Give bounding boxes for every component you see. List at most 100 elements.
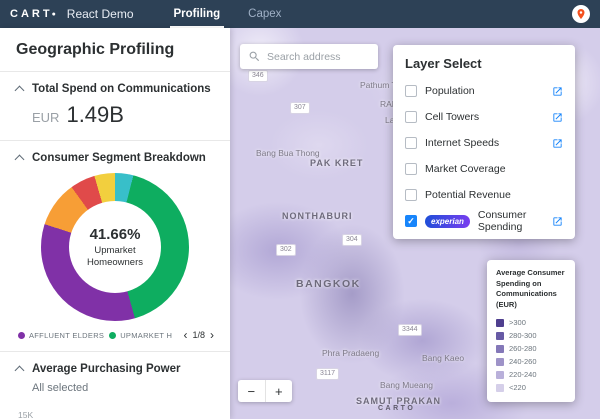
legend-item-upmarket[interactable]: UPMARKET H xyxy=(109,331,172,340)
open-in-new-icon[interactable] xyxy=(552,112,563,123)
legend-swatch xyxy=(496,383,504,392)
legend-dot xyxy=(109,331,117,339)
legend-range-label: 220-240 xyxy=(509,370,537,379)
legend-row: >300 xyxy=(496,316,566,329)
checkbox-consumer-spending[interactable]: ✓ xyxy=(405,215,417,227)
collapse-icon xyxy=(14,365,25,376)
layer-label: Internet Speeds xyxy=(425,137,500,149)
filter-status-text: All selected xyxy=(32,382,89,394)
address-search-box[interactable] xyxy=(240,44,378,69)
checkbox-population[interactable] xyxy=(405,85,417,97)
layer-label: Cell Towers xyxy=(425,111,480,123)
checkbox-cell-towers[interactable] xyxy=(405,111,417,123)
tab-capex[interactable]: Capex xyxy=(248,8,282,20)
search-input[interactable] xyxy=(267,50,370,63)
open-in-new-icon[interactable] xyxy=(552,138,563,149)
left-sidebar: Geographic Profiling Total Spend on Comm… xyxy=(0,28,230,419)
page-title: Geographic Profiling xyxy=(0,28,230,72)
legend-row: 260-280 xyxy=(496,342,566,355)
legend-label: UPMARKET H xyxy=(120,330,173,340)
map-attribution: CARTO xyxy=(378,405,416,412)
section-header-total-spend[interactable]: Total Spend on Communications xyxy=(14,81,214,100)
experian-logo: experian xyxy=(425,214,470,228)
map-label: Bang Bua Thong xyxy=(256,148,320,158)
road-badge: 3344 xyxy=(398,324,422,336)
map-legend-panel: Average Consumer Spending on Communicati… xyxy=(487,260,575,402)
map-legend-title: Average Consumer Spending on Communicati… xyxy=(496,268,565,309)
map-label: PAK KRET xyxy=(310,158,364,168)
layer-row-market-coverage[interactable]: Market Coverage xyxy=(405,156,563,182)
layer-row-cell-towers[interactable]: Cell Towers xyxy=(405,104,563,130)
map-pin-icon xyxy=(577,9,585,19)
legend-swatch xyxy=(496,318,504,327)
layer-label: Population xyxy=(425,85,475,97)
section-title: Total Spend on Communications xyxy=(32,83,211,95)
layer-row-consumer-spending[interactable]: ✓ experian Consumer Spending xyxy=(405,208,563,234)
map-canvas[interactable]: Pathum Thani RAN Lak H Bang Bua Thong PA… xyxy=(230,28,600,419)
legend-row: <220 xyxy=(496,381,566,394)
carto-logo: CART ● xyxy=(10,8,59,20)
legend-label: AFFLUENT ELDERS xyxy=(29,330,105,340)
section-segment-breakdown: Consumer Segment Breakdown 41.66% Upmark… xyxy=(0,141,230,352)
section-header-segment-breakdown[interactable]: Consumer Segment Breakdown xyxy=(14,150,214,169)
donut-center-value: 41.66% xyxy=(89,225,141,243)
pager-next-icon[interactable]: › xyxy=(210,328,214,342)
open-in-new-icon[interactable] xyxy=(552,216,563,227)
zoom-out-button[interactable]: − xyxy=(247,383,256,399)
donut-center-label: Upmarket Homeowners xyxy=(87,244,143,268)
legend-row: 280-300 xyxy=(496,329,566,342)
map-label: Bang Mueang xyxy=(380,380,433,390)
checkbox-potential-revenue[interactable] xyxy=(405,189,417,201)
donut-center: 41.66% Upmarket Homeowners xyxy=(69,201,161,293)
road-badge: 304 xyxy=(342,234,362,246)
layer-row-potential-revenue[interactable]: Potential Revenue xyxy=(405,182,563,208)
legend-range-label: >300 xyxy=(509,318,526,327)
road-badge: 3117 xyxy=(316,368,340,380)
collapse-icon xyxy=(14,154,25,165)
legend-swatch xyxy=(496,331,504,340)
layer-label: Consumer Spending xyxy=(477,209,527,233)
map-label: NONTHABURI xyxy=(282,211,353,221)
road-badge: 307 xyxy=(290,102,310,114)
section-purchasing-power: Average Purchasing Power All selected 15… xyxy=(0,352,230,419)
layer-row-population[interactable]: Population xyxy=(405,78,563,104)
legend-swatch xyxy=(496,344,504,353)
total-spend-kpi: EUR 1.49B xyxy=(16,100,214,130)
section-header-purchasing-power[interactable]: Average Purchasing Power xyxy=(14,361,214,380)
logo-dot-icon: ● xyxy=(51,10,59,18)
legend-dot xyxy=(18,331,25,339)
map-label: Bang Kaeo xyxy=(422,353,465,363)
legend-swatch xyxy=(496,370,504,379)
nav-tabs: Profiling Capex xyxy=(160,0,296,28)
app-title: React Demo xyxy=(66,7,134,21)
search-icon xyxy=(249,51,260,62)
layer-select-panel: Layer Select Population Cell Towers Inte… xyxy=(393,45,575,239)
layer-label: Potential Revenue xyxy=(425,189,511,201)
location-pin-button[interactable] xyxy=(572,5,590,23)
layer-label: Market Coverage xyxy=(425,163,506,175)
open-in-new-icon[interactable] xyxy=(552,86,563,97)
road-badge: 302 xyxy=(276,244,296,256)
checkbox-market-coverage[interactable] xyxy=(405,163,417,175)
section-title: Consumer Segment Breakdown xyxy=(32,152,206,164)
road-badge: 346 xyxy=(248,70,268,82)
map-label: BANGKOK xyxy=(296,278,361,290)
section-total-spend: Total Spend on Communications EUR 1.49B xyxy=(0,72,230,141)
collapse-icon xyxy=(14,85,25,96)
tab-profiling[interactable]: Profiling xyxy=(160,0,235,28)
map-label: Phra Pradaeng xyxy=(322,348,380,358)
layer-row-internet-speeds[interactable]: Internet Speeds xyxy=(405,130,563,156)
top-navbar: CART ● React Demo Profiling Capex xyxy=(0,0,600,28)
legend-item-affluent-elders[interactable]: AFFLUENT ELDERS xyxy=(18,331,104,340)
pager-prev-icon[interactable]: ‹ xyxy=(183,328,188,342)
section-title: Average Purchasing Power xyxy=(32,363,181,375)
checkbox-internet-speeds[interactable] xyxy=(405,137,417,149)
segment-donut-chart[interactable]: 41.66% Upmarket Homeowners xyxy=(41,173,189,321)
zoom-in-button[interactable]: + xyxy=(274,383,283,399)
legend-range-label: 260-280 xyxy=(509,344,537,353)
logo-text: CART xyxy=(10,8,53,20)
axis-tick-label: 15K xyxy=(18,410,34,419)
currency-unit: EUR xyxy=(32,110,60,125)
legend-swatch xyxy=(496,357,504,366)
